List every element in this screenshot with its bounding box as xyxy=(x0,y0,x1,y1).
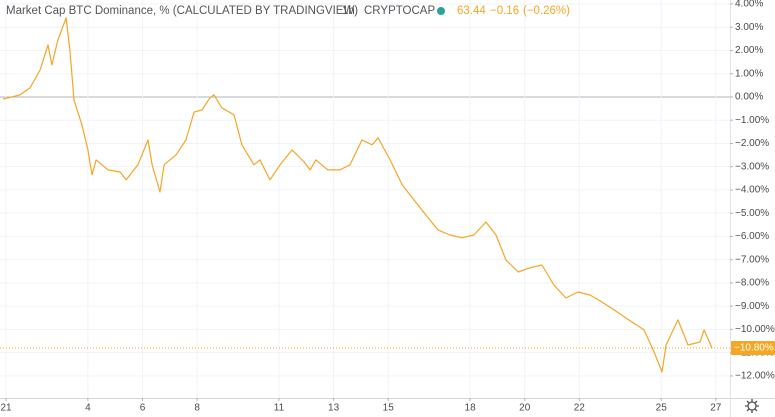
change: −0.16 xyxy=(490,5,519,17)
x-tick-label: 11 xyxy=(274,403,285,414)
last-value: 63.44 xyxy=(457,5,486,17)
source: CRYPTOCAP xyxy=(364,5,435,17)
x-tick-label: 4 xyxy=(85,403,91,414)
y-tick-label: 0.00% xyxy=(735,92,763,103)
y-tick-label: −7.00% xyxy=(735,254,769,265)
y-tick-label: 2.00% xyxy=(735,45,763,56)
change-percent: (−0.26%) xyxy=(523,5,570,17)
x-tick-label: 20 xyxy=(519,403,531,414)
x-tick-label: 15 xyxy=(383,403,395,414)
x-tick-label: 27 xyxy=(710,403,722,414)
y-tick-label: 4.00% xyxy=(735,0,763,10)
y-tick-label: −10.00% xyxy=(735,324,775,335)
y-tick-label: −12.00% xyxy=(735,371,775,382)
y-tick-label: −1.00% xyxy=(735,115,769,126)
status-dot xyxy=(437,7,445,15)
chart-title: Market Cap BTC Dominance, % (CALCULATED … xyxy=(6,5,358,17)
current-price-box xyxy=(731,341,775,356)
plot xyxy=(0,17,730,373)
y-tick-label: −4.00% xyxy=(735,185,769,196)
y-tick-label: −2.00% xyxy=(735,138,769,149)
settings-icon[interactable] xyxy=(745,399,759,413)
y-tick-label: −3.00% xyxy=(735,161,769,172)
x-tick-label: 13 xyxy=(328,403,340,414)
x-tick-label: 8 xyxy=(194,403,200,414)
y-tick-label: −9.00% xyxy=(735,301,769,312)
y-tick-label: 3.00% xyxy=(735,22,763,33)
x-tick-label: 18 xyxy=(465,403,477,414)
y-tick-label: 1.00% xyxy=(735,68,763,79)
y-tick-label: −8.00% xyxy=(735,278,769,289)
y-tick-label: −5.00% xyxy=(735,208,769,219)
current-price-label: −10.80% xyxy=(734,343,774,354)
x-tick-label: 21 xyxy=(0,403,12,414)
price-line xyxy=(2,17,713,373)
x-tick-label: 22 xyxy=(574,403,586,414)
y-tick-label: −6.00% xyxy=(735,231,769,242)
x-tick-label: 6 xyxy=(140,403,146,414)
x-tick-label: 25 xyxy=(656,403,668,414)
interval: 1h xyxy=(342,5,355,17)
